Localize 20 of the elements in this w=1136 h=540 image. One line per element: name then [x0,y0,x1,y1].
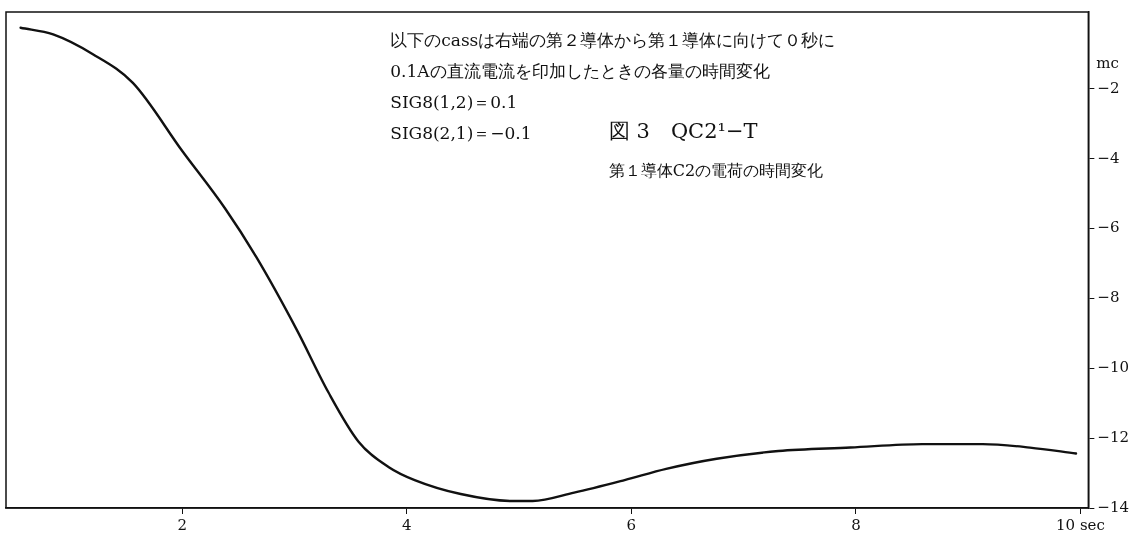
x-tick-label: 2 [177,515,188,534]
x-tick-label: 8 [851,515,861,534]
y-tick-label: −2 [1097,78,1120,97]
y-tick-label: −4 [1097,148,1120,167]
y-tick-label: −6 [1097,218,1120,237]
annotation: SIG8(1,2)＝0.1 [390,92,518,113]
y-tick-label: −12 [1097,428,1129,447]
x-tick-label: 4 [402,515,412,534]
y-tick-label: −14 [1097,497,1129,516]
y-tick-label: −10 [1097,358,1129,377]
x-tick-label: 10 sec [1056,515,1105,534]
annotation: 0.1Aの直流電流を印加したときの各量の時間変化 [390,61,770,82]
x-tick-label: 6 [626,515,637,534]
text: 第１導体C2の電荷の時間変化 [608,161,824,181]
y-tick-label: −8 [1097,288,1120,307]
line-series [19,26,1078,503]
annotation: SIG8(2,1)＝−0.1 [390,123,532,144]
text: 図 3 QC2¹−T [608,119,758,144]
y-axis-title: mc [1096,53,1119,72]
annotation: 以下のcassは右端の第２導体から第１導体に向けて０秒に [390,30,836,51]
